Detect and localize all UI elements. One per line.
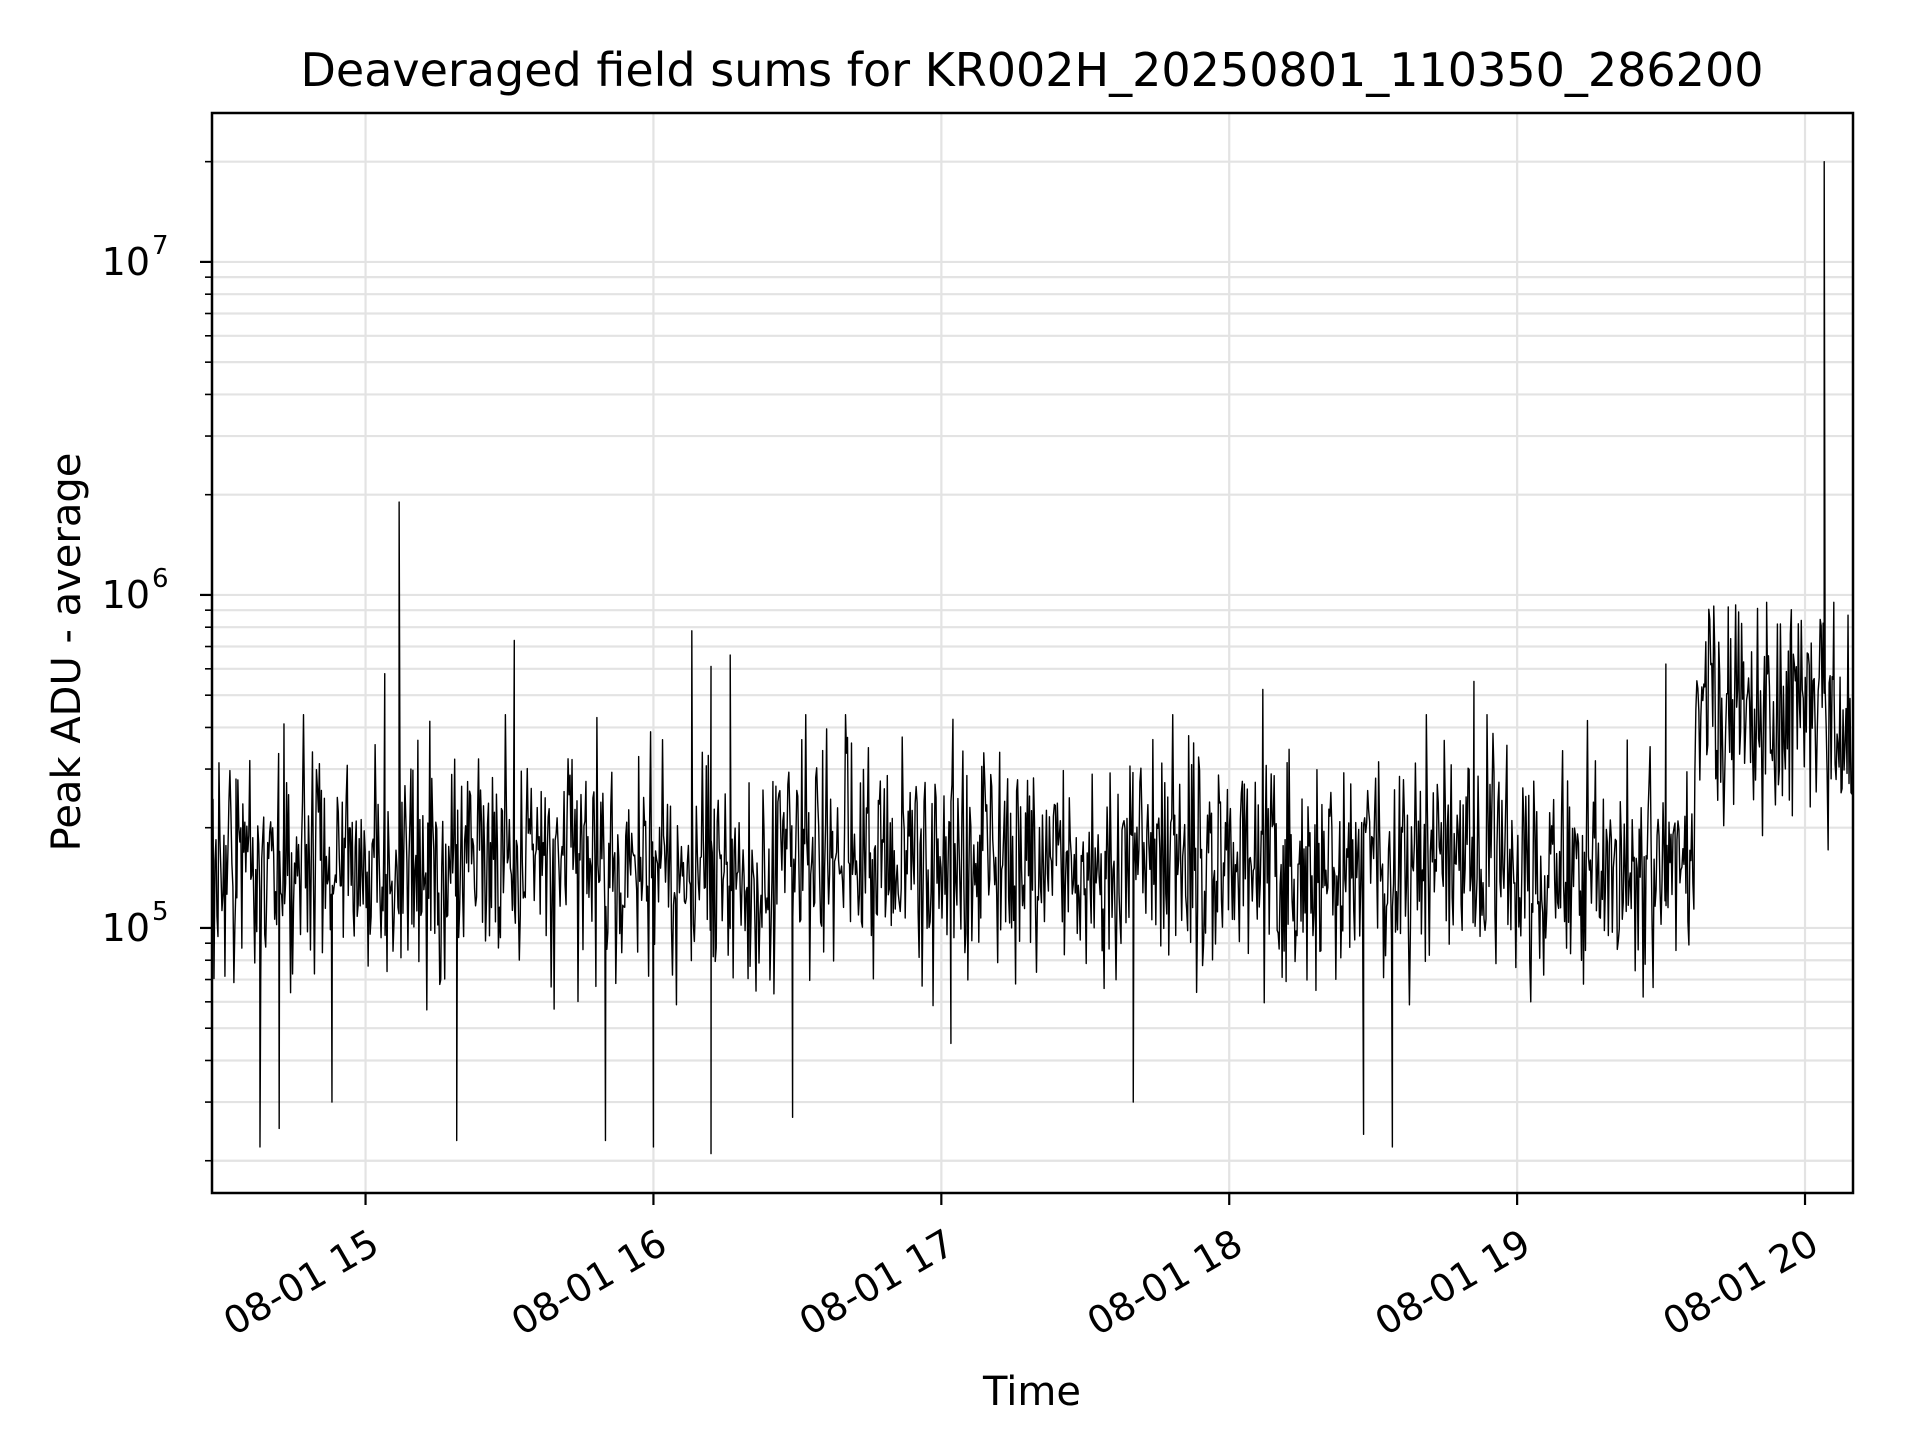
y-tick-label: 10: [102, 240, 150, 284]
y-axis-label: Peak ADU - average: [44, 453, 90, 852]
plot-frame: [210, 111, 1855, 1195]
y-tick-label-exponent: 6: [152, 564, 169, 594]
x-axis-label: Time: [982, 1369, 1081, 1415]
y-tick-label-exponent: 7: [152, 231, 169, 261]
y-tick-label-exponent: 5: [152, 897, 169, 927]
grid-lines: [212, 113, 1853, 1193]
y-tick-label: 10: [102, 906, 150, 950]
series-layer: [211, 160, 1854, 1155]
series-line-0: [211, 160, 1854, 1155]
y-tick-label: 10: [102, 573, 150, 617]
chart-title: Deaveraged field sums for KR002H_2025080…: [301, 43, 1764, 97]
